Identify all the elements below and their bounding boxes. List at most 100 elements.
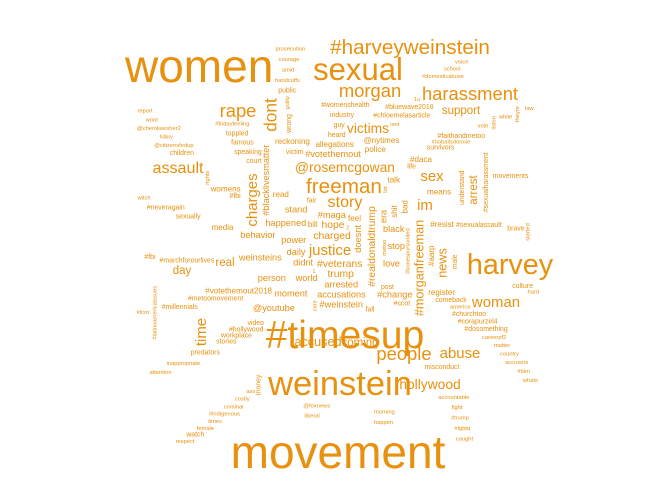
word-female: female: [197, 426, 214, 432]
word-dont: dont: [261, 98, 281, 132]
word-law: law: [525, 106, 534, 112]
word-speaking: speaking: [234, 149, 262, 156]
word-prosecution: prosecution: [276, 46, 306, 52]
word-youtube: @youtube: [253, 303, 295, 313]
word-sexual: sexual: [313, 52, 403, 87]
word-person: person: [258, 273, 286, 283]
word-im: im: [417, 197, 433, 214]
word-love: love: [383, 258, 400, 268]
word-women: women: [124, 40, 273, 92]
word-police: police: [365, 145, 387, 154]
word-whats: whats: [522, 378, 538, 384]
word-womenshealth: #womenshealth: [321, 102, 369, 109]
word-feel: feel: [348, 214, 361, 223]
word-reckoning: reckoning: [275, 137, 310, 146]
word-citizensfedup: @citizensfedup: [154, 143, 193, 149]
word-guy: guy: [334, 122, 346, 129]
word-sex: sex: [420, 168, 444, 185]
word-register: register: [428, 288, 455, 297]
word-womens: womens: [210, 185, 241, 194]
word-heard: heard: [328, 132, 346, 139]
word-bluewave2018: #bluewave2018: [385, 104, 433, 111]
word-people: people: [376, 343, 431, 364]
word-liberal: liberal: [304, 413, 319, 419]
word-chloemelasarticle: #chloemelasarticle: [373, 112, 430, 119]
word-domesticabuse: #domesticabuse: [422, 74, 464, 80]
word-indigenous: #indigenous: [209, 412, 240, 418]
word-metoomovement: #metoomovement: [188, 296, 243, 303]
word-happened: happened: [265, 218, 306, 228]
word-listen: listen: [492, 116, 498, 129]
word-black: black: [383, 224, 405, 234]
word-didnt: didnt: [293, 257, 313, 267]
word-foxnews: @foxnews: [303, 404, 330, 410]
word-ccot: #ccot: [394, 301, 411, 308]
word-morning: morning: [374, 409, 395, 415]
word-noballsdonnie: #noballsdonnie: [431, 140, 470, 146]
word-hillary: hillary: [160, 135, 174, 141]
word-caught: caught: [456, 437, 474, 443]
word-morgan: morgan: [339, 80, 401, 101]
word-news: news: [435, 248, 449, 278]
word-wrong: wrong: [286, 114, 293, 134]
word-hollywood: hollywood: [399, 377, 460, 392]
word-accused: accused: [294, 335, 341, 349]
word-group: women movement #timesup weinstein sexual harv…: [124, 36, 554, 478]
word-timesup: #timesup: [266, 314, 425, 357]
word-fight: fight: [452, 405, 463, 411]
word-time: time: [193, 318, 210, 346]
word-movements: movements: [493, 173, 529, 180]
word-support: support: [442, 105, 481, 117]
word-era: era: [379, 209, 389, 223]
word-care: care: [313, 300, 319, 311]
word-arrest: arrest: [468, 175, 480, 205]
word-hope: hope: [321, 220, 344, 231]
word-bad: bad: [401, 200, 410, 213]
word-workplace: workplace: [220, 333, 252, 340]
word-maga: #maga: [318, 210, 347, 220]
word-school: school: [444, 67, 461, 73]
word-amid: amid: [282, 67, 294, 73]
word-respect: respect: [176, 439, 195, 445]
word-harvey: harvey: [467, 249, 554, 281]
word-understand: understand: [459, 170, 466, 205]
word-justice: justice: [308, 242, 351, 259]
word-bim: #bim: [517, 369, 530, 375]
word-predators: predators: [191, 350, 221, 357]
word-video: video: [247, 320, 264, 327]
word-witch: witch: [136, 195, 150, 201]
word-trump: #trump: [451, 415, 469, 421]
word-vote: vote: [478, 124, 489, 130]
word-industry: industry: [330, 112, 355, 119]
word-aarp: #aarp: [427, 245, 436, 266]
word-watch: watch: [185, 432, 204, 439]
word-resist: #resist: [430, 220, 454, 229]
word-rights: rights: [205, 171, 211, 185]
word-2: 2: [346, 225, 349, 231]
word-harassment: harassment: [422, 83, 518, 104]
word-real: real: [215, 257, 234, 269]
word-abuse: abuse: [440, 345, 481, 362]
word-rosemcgowan: @rosemcgowan: [295, 160, 395, 175]
word-rape: rape: [220, 100, 257, 121]
word-fbi: #fbi: [230, 193, 242, 200]
word-stand: stand: [285, 204, 307, 214]
word-allegations: allegations: [315, 140, 353, 149]
word-power: power: [281, 235, 306, 245]
word-dosomething: #dosomething: [464, 326, 507, 333]
word-famous: famous: [231, 140, 254, 147]
word-comeback: comeback: [435, 297, 467, 304]
word-story: story: [328, 193, 364, 211]
word-corapurzel4: #corapurzel4: [458, 318, 498, 325]
word-sexualassault: #sexualassault: [456, 222, 502, 229]
word-shit: shit: [390, 205, 399, 218]
word-change: #change: [377, 289, 412, 299]
word-matter: matter: [494, 343, 510, 349]
word-churchtoo: #churchtoo: [452, 311, 486, 318]
word-accusers: accusers: [505, 360, 528, 366]
word-trump: trump: [327, 269, 354, 280]
word-male: male: [452, 254, 459, 269]
word-freeman: freeman: [306, 175, 382, 198]
